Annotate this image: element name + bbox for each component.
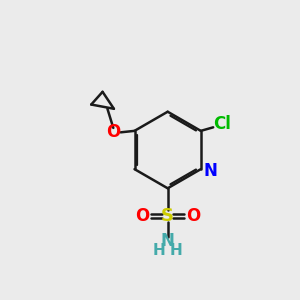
Text: S: S (161, 207, 174, 225)
Text: O: O (186, 207, 200, 225)
Text: N: N (161, 232, 175, 250)
Text: Cl: Cl (213, 116, 231, 134)
Text: O: O (106, 123, 120, 141)
Text: H: H (153, 243, 166, 258)
Text: N: N (203, 162, 217, 180)
Text: O: O (135, 207, 149, 225)
Text: H: H (169, 243, 182, 258)
